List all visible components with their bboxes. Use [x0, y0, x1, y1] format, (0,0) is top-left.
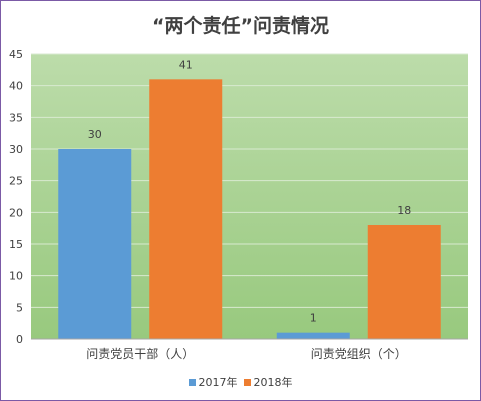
data-label: 18 [397, 204, 411, 217]
y-tick-label: 15 [9, 238, 23, 251]
legend-item: 2018年 [243, 374, 293, 390]
legend-label: 2017年 [198, 376, 238, 389]
y-tick-label: 20 [9, 206, 23, 219]
data-label: 30 [88, 128, 102, 141]
legend: 2017年 2018年 [1, 374, 480, 390]
y-tick-label: 10 [9, 270, 23, 283]
y-tick-label: 40 [9, 80, 23, 93]
y-tick-label: 0 [16, 333, 23, 346]
legend-item: 2017年 [188, 374, 238, 390]
chart-title: “两个责任”问责情况 [152, 15, 329, 37]
legend-label: 2018年 [253, 376, 293, 389]
x-category-label: 问责党组织（个） [311, 346, 407, 361]
bar [276, 332, 350, 339]
y-tick-label: 35 [9, 111, 23, 124]
legend-swatch [243, 379, 251, 386]
data-label: 41 [179, 58, 193, 71]
bar [149, 79, 223, 339]
y-tick-label: 25 [9, 175, 23, 188]
y-tick-label: 30 [9, 143, 23, 156]
data-label: 1 [310, 312, 317, 325]
x-category-label: 问责党员干部（人） [86, 346, 194, 361]
legend-swatch [188, 379, 196, 386]
y-tick-label: 45 [9, 48, 23, 61]
y-tick-label: 5 [16, 301, 23, 314]
bar [58, 149, 132, 339]
bar [367, 225, 441, 339]
